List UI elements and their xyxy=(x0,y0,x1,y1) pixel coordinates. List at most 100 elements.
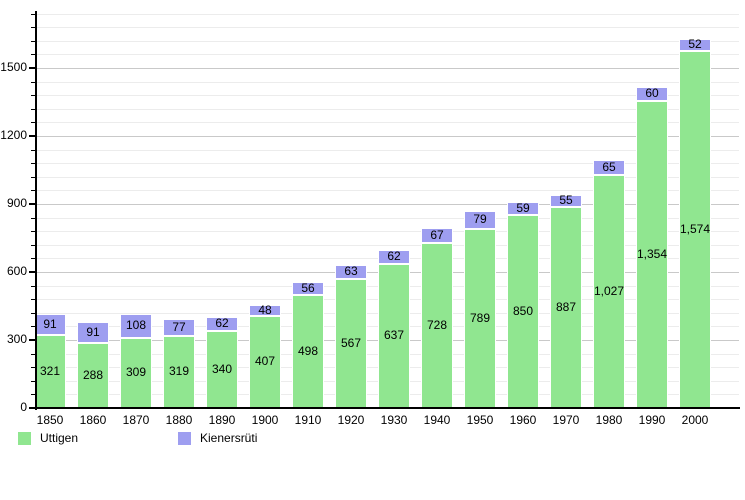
bar-value-uttigen: 567 xyxy=(340,336,362,350)
bar-segment-uttigen xyxy=(77,343,109,408)
bar-segment-kienersruti xyxy=(206,317,238,331)
bar-segment-kienersruti xyxy=(120,314,152,338)
bar-value-uttigen: 498 xyxy=(297,344,319,358)
bar-value-uttigen: 407 xyxy=(254,354,276,368)
bar-value-kienersruti: 108 xyxy=(125,318,147,332)
bar-value-kienersruti: 55 xyxy=(559,193,573,207)
bar-value-uttigen: 1,354 xyxy=(636,247,668,261)
bar-value-kienersruti: 79 xyxy=(473,212,487,226)
minor-gridline xyxy=(37,14,739,15)
minor-gridline xyxy=(37,177,739,178)
x-tick-label: 1870 xyxy=(122,413,150,427)
minor-gridline xyxy=(37,122,739,123)
bar-value-uttigen: 309 xyxy=(125,365,147,379)
bar-value-uttigen: 728 xyxy=(426,318,448,332)
legend-label-kienersruti: Kienersrüti xyxy=(200,431,258,445)
x-tick-label: 1970 xyxy=(552,413,580,427)
y-minor-tick xyxy=(31,177,37,178)
legend-swatch-kienersruti xyxy=(178,432,191,445)
y-minor-tick xyxy=(31,190,37,191)
bar-segment-kienersruti xyxy=(550,195,582,207)
y-minor-tick xyxy=(31,109,37,110)
x-tick-label: 1980 xyxy=(595,413,623,427)
x-tick-label: 1930 xyxy=(380,413,408,427)
bar-segment-kienersruti xyxy=(34,314,66,335)
bar-segment-uttigen xyxy=(679,51,711,408)
minor-gridline xyxy=(37,218,739,219)
major-gridline xyxy=(37,136,739,137)
y-tick-label: 1200 xyxy=(0,128,27,142)
bar-value-kienersruti: 59 xyxy=(516,201,530,215)
minor-gridline xyxy=(37,109,739,110)
y-minor-tick xyxy=(31,122,37,123)
legend-swatch-uttigen xyxy=(18,432,31,445)
minor-gridline xyxy=(37,150,739,151)
bar-value-uttigen: 321 xyxy=(39,364,61,378)
y-minor-tick xyxy=(31,41,37,42)
bar-value-kienersruti: 91 xyxy=(86,325,100,339)
bar-value-uttigen: 288 xyxy=(82,368,104,382)
bar-segment-uttigen xyxy=(120,338,152,408)
bar-value-kienersruti: 62 xyxy=(215,316,229,330)
y-minor-tick xyxy=(31,326,37,327)
y-minor-tick xyxy=(31,394,37,395)
bar-segment-kienersruti xyxy=(378,250,410,264)
x-tick-label: 1920 xyxy=(337,413,365,427)
bar-segment-uttigen xyxy=(636,101,668,408)
major-gridline xyxy=(37,68,739,69)
y-minor-tick xyxy=(31,354,37,355)
y-major-tick xyxy=(29,135,37,137)
minor-gridline xyxy=(37,245,739,246)
bar-segment-uttigen xyxy=(507,215,539,408)
bar-value-kienersruti: 77 xyxy=(172,320,186,334)
y-minor-tick xyxy=(31,381,37,382)
bar-segment-uttigen xyxy=(550,207,582,408)
bar-segment-kienersruti xyxy=(464,211,496,229)
bar-value-kienersruti: 65 xyxy=(602,160,616,174)
bar-segment-uttigen xyxy=(206,331,238,408)
y-minor-tick xyxy=(31,95,37,96)
bar-value-uttigen: 887 xyxy=(555,300,577,314)
bar-value-kienersruti: 62 xyxy=(387,249,401,263)
minor-gridline xyxy=(37,54,739,55)
bar-segment-kienersruti xyxy=(163,319,195,336)
x-tick-label: 1900 xyxy=(251,413,279,427)
bar-segment-uttigen xyxy=(34,335,66,408)
y-minor-tick xyxy=(31,313,37,314)
y-minor-tick xyxy=(31,367,37,368)
legend-label-uttigen: Uttigen xyxy=(40,431,79,445)
y-minor-tick xyxy=(31,299,37,300)
x-tick-label: 1960 xyxy=(509,413,537,427)
x-tick-label: 1990 xyxy=(638,413,666,427)
minor-gridline xyxy=(37,95,739,96)
bar-segment-kienersruti xyxy=(593,160,625,175)
bar-value-uttigen: 789 xyxy=(469,311,491,325)
y-major-tick xyxy=(29,407,37,409)
x-tick-label: 1850 xyxy=(36,413,64,427)
bar-value-kienersruti: 48 xyxy=(258,303,272,317)
bar-segment-uttigen xyxy=(378,264,410,408)
y-tick-label: 600 xyxy=(6,264,27,278)
bar-value-uttigen: 319 xyxy=(168,364,190,378)
bar-segment-uttigen xyxy=(292,295,324,408)
y-tick-label: 1500 xyxy=(0,60,27,74)
y-minor-tick xyxy=(31,258,37,259)
bar-segment-kienersruti xyxy=(292,282,324,295)
bar-value-kienersruti: 91 xyxy=(43,317,57,331)
y-minor-tick xyxy=(31,150,37,151)
bar-segment-uttigen xyxy=(163,336,195,408)
x-axis-line xyxy=(35,407,740,409)
bar-value-kienersruti: 63 xyxy=(344,264,358,278)
y-axis-line xyxy=(35,11,37,410)
y-tick-label: 0 xyxy=(20,400,27,414)
minor-gridline xyxy=(37,41,739,42)
bar-segment-kienersruti xyxy=(335,265,367,279)
x-tick-label: 1890 xyxy=(208,413,236,427)
minor-gridline xyxy=(37,190,739,191)
bar-segment-kienersruti xyxy=(249,305,281,316)
bar-segment-uttigen xyxy=(421,243,453,408)
bar-value-uttigen: 1,027 xyxy=(593,284,625,298)
minor-gridline xyxy=(37,82,739,83)
